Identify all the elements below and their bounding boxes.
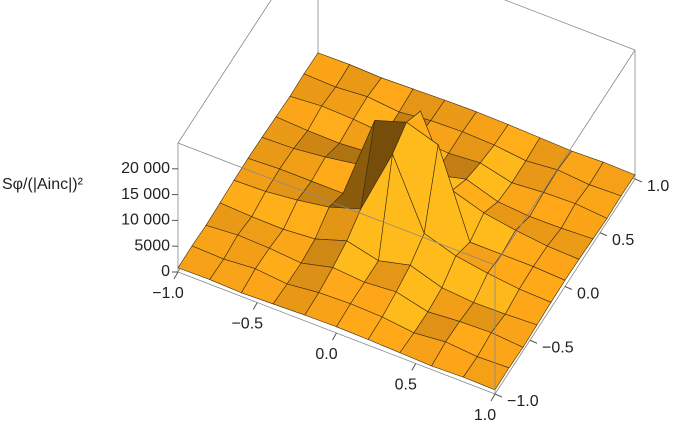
box-edge	[177, 142, 496, 266]
x-tick-label: 0.5	[395, 377, 417, 394]
z-tick-label: 20 000	[121, 160, 170, 177]
x-tick	[490, 393, 496, 402]
z-tick-label: 0	[161, 263, 170, 280]
x-tick-label: −1.0	[152, 285, 184, 302]
x-tick	[332, 332, 337, 341]
x-tick-label: 0.0	[315, 346, 337, 363]
box-edge	[177, 0, 272, 144]
y-tick-label: 0.0	[577, 286, 599, 303]
box-edge	[494, 49, 636, 266]
z-tick-label: 5000	[134, 237, 170, 254]
z-tick-label: 15 000	[121, 186, 170, 203]
x-tick	[173, 271, 179, 280]
y-tick	[599, 232, 608, 237]
x-tick-label: −0.5	[231, 316, 263, 333]
y-tick	[494, 393, 503, 398]
x-tick	[411, 363, 417, 371]
x-tick	[252, 302, 258, 310]
y-tick-label: −0.5	[542, 339, 574, 356]
y-tick	[634, 178, 643, 183]
y-tick-label: 0.5	[612, 232, 634, 249]
y-tick-label: 1.0	[647, 178, 669, 195]
y-tick	[564, 286, 573, 290]
surface-patch	[462, 356, 510, 391]
z-axis-label: Sφ/(|Ainc|)²	[2, 176, 84, 193]
z-tick-label: 10 000	[121, 212, 170, 229]
y-tick	[529, 339, 538, 344]
x-tick-label: 1.0	[474, 407, 496, 424]
y-tick-label: −1.0	[507, 393, 539, 410]
box-edge	[503, 0, 636, 51]
